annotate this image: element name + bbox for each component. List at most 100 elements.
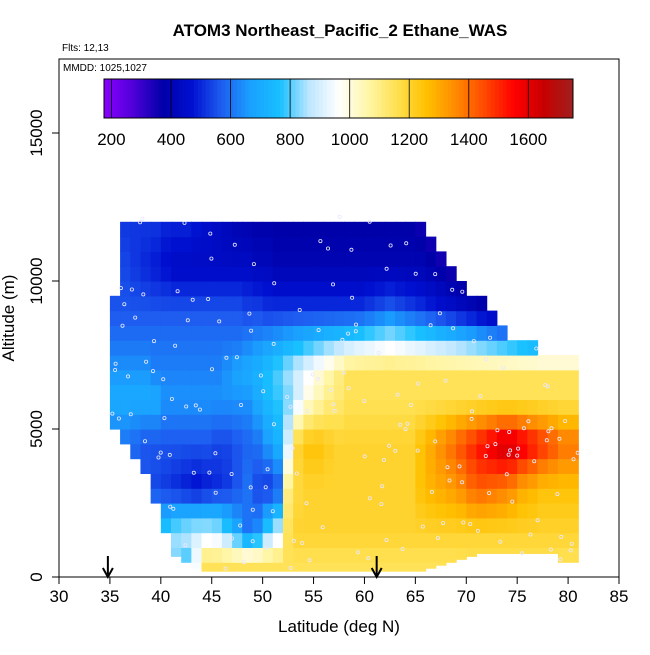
heatmap-cell (517, 547, 528, 554)
colorbar-swatch (377, 79, 382, 118)
heatmap-cell (140, 429, 152, 445)
heatmap-cell (344, 355, 355, 371)
sample-point (404, 241, 409, 246)
sample-point (387, 443, 392, 448)
heatmap-cell (333, 310, 345, 326)
heatmap-cell (171, 384, 182, 400)
heatmap-cell (232, 517, 243, 534)
sample-point (250, 539, 255, 544)
heatmap-cell (191, 414, 203, 430)
colorbar-swatch (514, 79, 519, 118)
colorbar-swatch (189, 79, 195, 118)
heatmap-cell (293, 503, 304, 519)
heatmap-cell (405, 384, 416, 400)
sample-point (544, 438, 549, 443)
heatmap-cell (344, 429, 355, 445)
sample-point (558, 557, 563, 562)
heatmap-cell (293, 488, 304, 504)
sample-point (384, 538, 389, 543)
colorbar-swatch (510, 79, 515, 118)
heatmap-cell (221, 281, 233, 297)
heatmap-cell (547, 443, 559, 460)
heatmap-cell (150, 414, 162, 430)
sample-point (185, 318, 190, 323)
sample-point (272, 281, 277, 286)
heatmap-cell (354, 532, 366, 548)
heatmap-cell (262, 517, 274, 534)
heatmap-cell (323, 369, 335, 386)
heatmap-cell (313, 325, 325, 341)
heatmap-cell (405, 473, 416, 489)
sample-point (428, 323, 433, 328)
heatmap-cell (272, 325, 284, 341)
sample-point (167, 452, 172, 457)
heatmap-cell (415, 325, 427, 341)
heatmap-cell (313, 562, 325, 572)
heatmap-cell (303, 443, 315, 460)
heatmap-cell (293, 562, 304, 572)
heatmap-cell (303, 414, 315, 430)
colorbar-swatch (369, 79, 375, 118)
heatmap-cell (425, 310, 437, 326)
heatmap-cell (486, 384, 498, 400)
heatmap-cell (252, 340, 264, 356)
heatmap-cell (313, 251, 325, 267)
sample-point (543, 383, 548, 388)
heatmap-cell (160, 310, 172, 326)
heatmap-cell (252, 488, 264, 504)
heatmap-cell (405, 281, 416, 297)
heatmap-cell (476, 532, 488, 548)
heatmap-cell (120, 414, 131, 430)
heatmap-cell (344, 340, 355, 356)
heatmap-cell (476, 458, 488, 474)
heatmap-cell (150, 458, 162, 474)
sample-point (501, 365, 506, 370)
heatmap-cell (466, 458, 478, 474)
heatmap-cell (252, 281, 264, 297)
heatmap-cell (384, 384, 396, 400)
heatmap-cell (425, 295, 437, 312)
heatmap-cell (405, 399, 416, 415)
heatmap-cell (242, 355, 254, 371)
sample-point (310, 372, 315, 377)
heatmap-cell (456, 399, 467, 415)
heatmap-cell (303, 488, 315, 504)
heatmap-cell (517, 355, 528, 371)
colorbar-swatch (432, 79, 437, 118)
colorbar-swatch (299, 79, 304, 118)
heatmap-cell (527, 340, 539, 356)
heatmap-cell (364, 414, 376, 430)
heatmap-cell (405, 458, 416, 474)
heatmap-cell (201, 369, 213, 386)
sample-point (258, 373, 263, 378)
heatmap-cell (221, 369, 233, 386)
heatmap-cell (445, 488, 457, 504)
heatmap-cell (232, 547, 243, 563)
heatmap-cell (283, 399, 294, 415)
heatmap-cell (303, 429, 315, 445)
heatmap-cell (364, 458, 376, 474)
heatmap-cell (354, 414, 366, 430)
heatmap-cell (181, 488, 192, 504)
flights-note: Flts: 12,13 (62, 43, 109, 54)
heatmap-cell (160, 251, 172, 267)
colorbar-swatch (158, 79, 164, 118)
heatmap-cell (486, 429, 498, 445)
heatmap-cell (496, 443, 508, 460)
sample-point (495, 428, 500, 433)
heatmap-cell (557, 369, 569, 386)
heatmap-cell (191, 547, 203, 563)
heatmap-cell (547, 488, 559, 504)
heatmap-cell (445, 429, 457, 445)
sample-point (535, 518, 540, 523)
sample-point (451, 326, 456, 331)
colorbar-swatch (244, 79, 250, 118)
heatmap-cell (140, 443, 152, 460)
heatmap-cell (456, 503, 467, 519)
heatmap-cell (120, 355, 131, 371)
heatmap-cell (415, 384, 427, 400)
sample-point (506, 452, 511, 457)
heatmap-cell (354, 266, 366, 282)
sample-point (568, 548, 573, 553)
